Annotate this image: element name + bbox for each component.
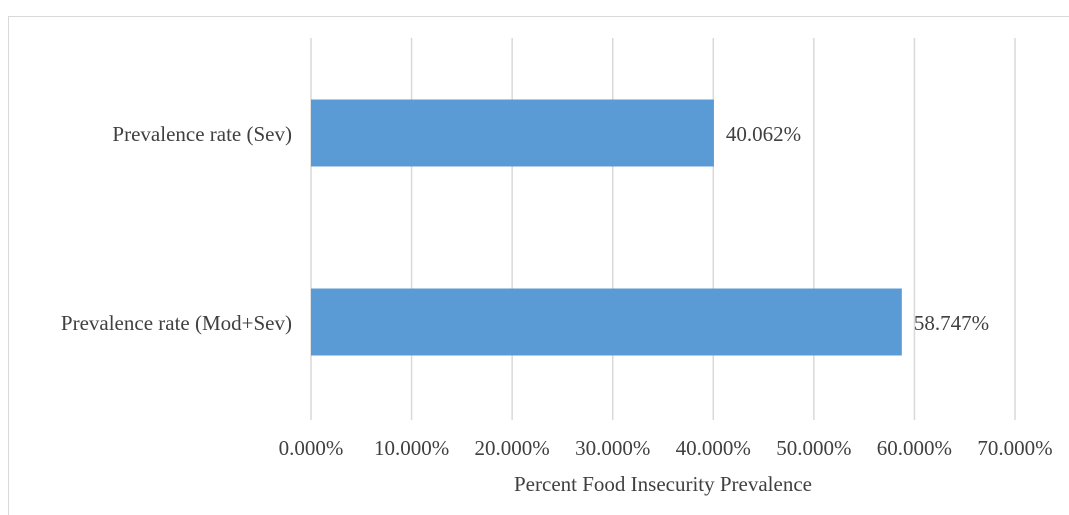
gridlines: [310, 38, 1016, 420]
x-tick-label-5: 50.000%: [776, 436, 851, 460]
category-labels: Prevalence rate (Sev) Prevalence rate (Mo…: [61, 122, 292, 335]
x-tick-label-3: 30.000%: [575, 436, 650, 460]
x-tick-labels: 0.000% 10.000% 20.000% 30.000% 40.000% 50.000…: [279, 436, 1053, 460]
x-axis-title: Percent Food Insecurity Prevalence: [514, 472, 812, 496]
bar-1: [311, 288, 902, 356]
x-tick-label-4: 40.000%: [676, 436, 751, 460]
category-label-1: Prevalence rate (Mod+Sev): [61, 311, 292, 335]
bar-0: [311, 99, 714, 167]
data-label-0: 40.062%: [726, 122, 801, 146]
x-tick-label-2: 20.000%: [475, 436, 550, 460]
category-label-0: Prevalence rate (Sev): [112, 122, 292, 146]
x-tick-label-6: 60.000%: [877, 436, 952, 460]
data-label-1: 58.747%: [914, 311, 989, 335]
x-tick-label-0: 0.000%: [279, 436, 344, 460]
chart-frame: [8, 16, 1069, 515]
x-tick-label-1: 10.000%: [374, 436, 449, 460]
x-tick-label-7: 70.000%: [977, 436, 1052, 460]
bars: [311, 99, 902, 356]
data-labels: 40.062% 58.747%: [726, 122, 989, 335]
